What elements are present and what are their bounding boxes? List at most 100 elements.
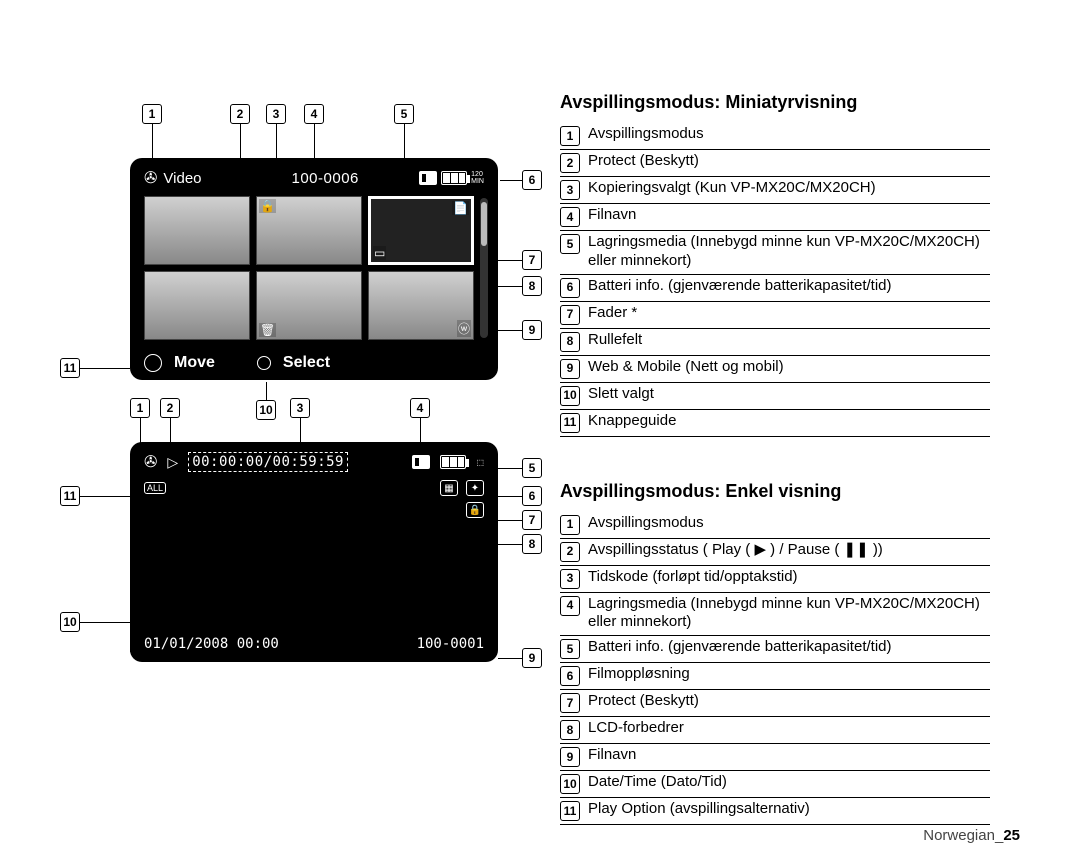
legend-text: Web & Mobile (Nett og mobil) xyxy=(588,358,990,377)
legend-text: Play Option (avspillingsalternativ) xyxy=(588,800,990,819)
datetime: 01/01/2008 00:00 xyxy=(144,636,279,652)
legend-text: Filnavn xyxy=(588,206,990,225)
legend-text: Lagringsmedia (Innebygd minne kun VP-MX2… xyxy=(588,595,990,633)
thumbnail[interactable] xyxy=(144,196,250,265)
legend-num: 7 xyxy=(560,305,580,325)
callout-11: 11 xyxy=(60,486,80,506)
footer-page: 25 xyxy=(1003,827,1020,844)
minutes-label: ⬚ xyxy=(476,459,484,466)
callout-8: 8 xyxy=(522,534,542,554)
legend-text: Avspillingsmodus xyxy=(588,514,990,533)
footer-lang: Norwegian xyxy=(923,827,995,844)
legend-text: Protect (Beskytt) xyxy=(588,152,990,171)
callout-3: 3 xyxy=(290,398,310,418)
legend-num: 11 xyxy=(560,801,580,821)
battery-icon xyxy=(441,171,467,185)
legend-num: 9 xyxy=(560,747,580,767)
battery-icon xyxy=(440,455,466,469)
legend-text: Slett valgt xyxy=(588,385,990,404)
move-icon xyxy=(144,354,162,372)
legend-num: 2 xyxy=(560,153,580,173)
timecode: 00:00:00/00:59:59 xyxy=(188,452,348,472)
legend-text: Protect (Beskytt) xyxy=(588,692,990,711)
screen-title: Video xyxy=(163,170,201,187)
thumbnail[interactable]: 📄 ▭ xyxy=(368,196,474,265)
scrollbar-knob[interactable] xyxy=(481,202,487,246)
legend-num: 3 xyxy=(560,569,580,589)
legend-num: 11 xyxy=(560,413,580,433)
legend-num: 6 xyxy=(560,278,580,298)
lcd-enhancer-icon: ✦ xyxy=(466,480,484,496)
minutes-label: 120MIN xyxy=(471,171,484,185)
legend-num: 5 xyxy=(560,234,580,254)
legend-num: 10 xyxy=(560,774,580,794)
callout-2: 2 xyxy=(230,104,250,124)
legend-num: 6 xyxy=(560,666,580,686)
callout-8: 8 xyxy=(522,276,542,296)
lock-icon: 🔒 xyxy=(259,199,276,213)
legend-text: Kopieringsvalgt (Kun VP-MX20C/MX20CH) xyxy=(588,179,990,198)
play-icon: ▷ xyxy=(167,454,178,471)
legend-text: Filnavn xyxy=(588,746,990,765)
callout-10: 10 xyxy=(256,400,276,420)
button-guide: Move Select xyxy=(144,354,484,372)
resolution-icon: ▦ xyxy=(440,480,458,496)
legend-num: 1 xyxy=(560,126,580,146)
card-small-icon: ▭ xyxy=(373,246,386,260)
section2-legend: 1Avspillingsmodus 2Avspillingsstatus ( P… xyxy=(560,512,990,826)
legend-text: Knappeguide xyxy=(588,412,990,431)
legend-num: 4 xyxy=(560,596,580,616)
thumbnail[interactable]: ⓦ xyxy=(368,271,474,340)
play-option-icon: ALL xyxy=(144,482,166,494)
file-number: 100-0001 xyxy=(417,636,484,652)
callout-1: 1 xyxy=(130,398,150,418)
thumbnail[interactable] xyxy=(144,271,250,340)
legend-num: 4 xyxy=(560,207,580,227)
copy-icon: 📄 xyxy=(452,201,469,215)
callout-10: 10 xyxy=(60,612,80,632)
thumbnail-grid: 🔒 📄 ▭ 🗑 ⓦ xyxy=(144,196,474,340)
legend-num: 2 xyxy=(560,542,580,562)
wm-icon: ⓦ xyxy=(457,320,471,337)
reel-icon: ✇ xyxy=(144,452,157,472)
reel-icon: ✇ xyxy=(144,168,157,188)
legend-text: LCD-forbedrer xyxy=(588,719,990,738)
legend-num: 1 xyxy=(560,515,580,535)
legend-num: 8 xyxy=(560,332,580,352)
legend-text: Fader * xyxy=(588,304,990,323)
section1-title: Avspillingsmodus: Miniatyrvisning xyxy=(560,92,1020,113)
legend-text: Batteri info. (gjenværende batterikapasi… xyxy=(588,638,990,657)
legend-text: Date/Time (Dato/Tid) xyxy=(588,773,990,792)
callout-5: 5 xyxy=(522,458,542,478)
callout-4: 4 xyxy=(410,398,430,418)
callout-9: 9 xyxy=(522,648,542,668)
legend-text: Lagringsmedia (Innebygd minne kun VP-MX2… xyxy=(588,233,990,271)
legend-text: Batteri info. (gjenværende batterikapasi… xyxy=(588,277,990,296)
legend-text: Rullefelt xyxy=(588,331,990,350)
legend-text: Avspillingsmodus xyxy=(588,125,990,144)
legend-num: 9 xyxy=(560,359,580,379)
legend-num: 10 xyxy=(560,386,580,406)
callout-5: 5 xyxy=(394,104,414,124)
callout-7: 7 xyxy=(522,250,542,270)
page-footer: Norwegian_25 xyxy=(923,827,1020,844)
callout-2: 2 xyxy=(160,398,180,418)
section2-title: Avspillingsmodus: Enkel visning xyxy=(560,481,1020,502)
legend-num: 7 xyxy=(560,693,580,713)
trash-icon: 🗑 xyxy=(259,323,276,337)
legend-num: 5 xyxy=(560,639,580,659)
move-label: Move xyxy=(174,354,215,372)
scrollbar[interactable] xyxy=(480,198,488,338)
thumbnail[interactable]: 🗑 xyxy=(256,271,362,340)
legend-text: Tidskode (forløpt tid/opptakstid) xyxy=(588,568,990,587)
legend-text: Filmoppløsning xyxy=(588,665,990,684)
thumbnail[interactable]: 🔒 xyxy=(256,196,362,265)
single-view-screen: ✇ ▷ 00:00:00/00:59:59 ⬚ ALL ▦ ✦ 🔒 01/01/… xyxy=(130,442,498,662)
callout-11: 11 xyxy=(60,358,80,378)
card-icon xyxy=(419,171,437,185)
callout-6: 6 xyxy=(522,170,542,190)
lock-icon: 🔒 xyxy=(466,502,484,518)
callout-3: 3 xyxy=(266,104,286,124)
card-icon xyxy=(412,455,430,469)
section1-legend: 1Avspillingsmodus 2Protect (Beskytt) 3Ko… xyxy=(560,123,990,437)
